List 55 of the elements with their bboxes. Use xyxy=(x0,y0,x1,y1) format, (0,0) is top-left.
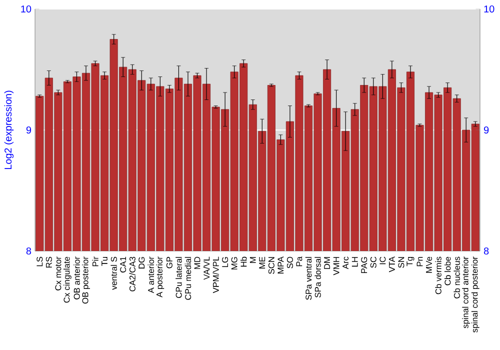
x-tick-label: DG xyxy=(138,257,145,268)
y-tick-label: 10 xyxy=(21,5,32,13)
x-tick-label: ME xyxy=(259,256,266,268)
x-tick-label: OB anterior xyxy=(74,256,80,300)
x-tick-label: RS xyxy=(46,256,52,268)
x-tick-label: VTA xyxy=(389,256,395,272)
x-tick-label: A anterior xyxy=(148,256,154,294)
x-tick-label: MVe xyxy=(426,256,432,273)
y-axis-title: Log2 (expression) xyxy=(4,90,14,170)
x-tick-label: LS xyxy=(36,256,43,266)
x-tick-label: VMH xyxy=(333,257,340,276)
x-tick-label: M xyxy=(250,257,256,263)
x-tick-label: MPA xyxy=(278,256,284,274)
x-tick-label: SN xyxy=(398,257,404,268)
x-tick-label: LG xyxy=(222,257,228,268)
x-tick-label: Pir xyxy=(92,256,98,266)
x-tick-label: VPM/VPL xyxy=(212,256,219,294)
x-tick-label: Tg xyxy=(406,256,414,266)
x-tick-label: Cx cingulate xyxy=(64,256,72,303)
x-tick-label: CA2/CA3 xyxy=(129,256,136,292)
x-tick-label: LH xyxy=(352,257,358,267)
y2-tick-label: 8 xyxy=(484,247,489,255)
x-tick-label: PAG xyxy=(361,257,368,274)
y-tick-label: 9 xyxy=(26,126,32,134)
x-tick-label: spinal cord posterior xyxy=(471,256,480,332)
x-tick-label: SPa ventral xyxy=(305,257,312,300)
x-tick-label: DM xyxy=(324,257,330,269)
x-tick-label: Cb nucleus xyxy=(454,256,460,298)
x-tick-label: Hb xyxy=(240,256,247,267)
x-tick-label: Tu xyxy=(102,257,108,266)
x-tick-label: Cb vermis xyxy=(435,256,442,294)
x-tick-label: GP xyxy=(166,256,172,268)
y2-tick-label: 9 xyxy=(484,126,489,134)
x-tick-label: Pn xyxy=(416,257,423,266)
x-tick-label: SPa dorsal xyxy=(314,257,321,298)
x-tick-label: spinal cord anterior xyxy=(462,256,470,328)
x-tick-label: MD xyxy=(194,256,200,269)
x-tick-label: CPu lateral xyxy=(176,257,182,298)
y-tick-label: 8 xyxy=(26,247,32,255)
x-tick-label: ventral S xyxy=(110,256,117,290)
y2-tick-label: 10 xyxy=(484,5,494,13)
x-tick-label: MG xyxy=(231,257,238,270)
x-tick-label: CA1 xyxy=(120,256,126,272)
x-tick-label: Arc xyxy=(342,256,349,270)
x-tick-label: VA/VL xyxy=(203,256,210,280)
x-tick-label: Cb lobe xyxy=(444,256,451,286)
x-tick-label: SO xyxy=(286,256,293,268)
x-tick-label: Pa xyxy=(296,256,302,266)
x-tick-label: OB posterior xyxy=(82,256,90,304)
x-tick-label: IC xyxy=(380,256,386,264)
x-tick-label: SCN xyxy=(268,257,274,274)
x-tick-label: Cx motor xyxy=(55,256,62,290)
x-tick-label: CPu medial xyxy=(184,257,192,300)
x-tick-label: A posterior xyxy=(156,256,164,298)
x-tick-label: SC xyxy=(370,256,376,268)
